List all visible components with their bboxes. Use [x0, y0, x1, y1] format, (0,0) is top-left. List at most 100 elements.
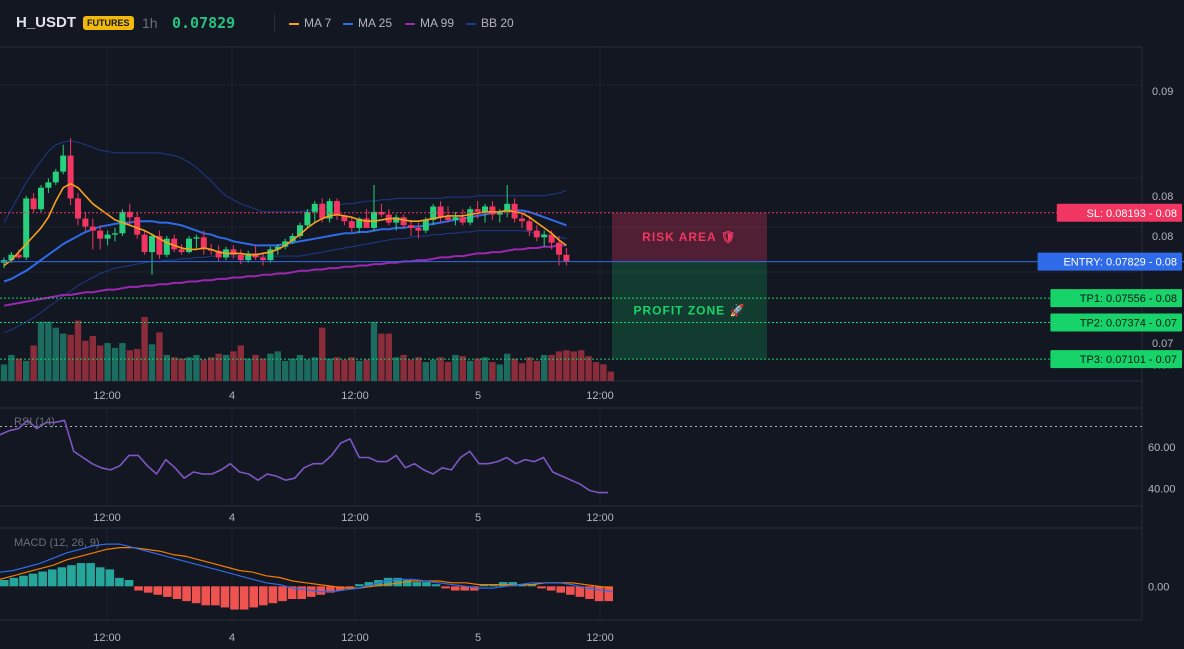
- volume-bar: [541, 354, 548, 381]
- timeframe-label[interactable]: 1h: [142, 15, 158, 31]
- macd-line: [0, 543, 613, 593]
- volume-bar: [504, 353, 511, 381]
- candle-body: [393, 217, 400, 223]
- macd-histogram-bar: [326, 586, 335, 593]
- macd-histogram-bar: [95, 567, 105, 587]
- macd-histogram-bar: [38, 571, 47, 587]
- candle-body: [267, 249, 274, 261]
- volume-bar: [252, 354, 259, 381]
- volume-bar: [533, 360, 540, 381]
- candle-body: [371, 211, 377, 228]
- legend-ma99[interactable]: MA 99: [405, 16, 454, 30]
- candle-body: [400, 217, 407, 226]
- level-tag: [1037, 252, 1182, 271]
- legend-bb20[interactable]: BB 20: [466, 16, 514, 30]
- level-tag-label: TP3: 0.07101 - 0.07: [1080, 354, 1177, 366]
- header-divider: [274, 14, 275, 32]
- macd-histogram-bar: [201, 586, 211, 606]
- macd-histogram-bar: [527, 584, 537, 587]
- macd-histogram-bar: [470, 586, 479, 591]
- macd-histogram-bar: [163, 586, 172, 597]
- candle-body: [452, 217, 459, 220]
- macd-histogram-bar: [441, 586, 450, 589]
- macd-histogram-bar: [354, 584, 364, 587]
- candle-body: [459, 217, 466, 223]
- last-price: 0.07829: [172, 14, 236, 32]
- volume-bar: [156, 332, 163, 381]
- volume-bar: [37, 321, 45, 381]
- y-tick-label: 0.08: [1152, 231, 1173, 243]
- candle-body: [356, 218, 363, 228]
- volume-bar: [52, 327, 59, 381]
- volume-bar: [474, 358, 481, 381]
- candle-body: [311, 203, 318, 212]
- candle-body: [30, 198, 37, 210]
- macd-histogram-bar: [191, 586, 201, 604]
- candle-body: [215, 250, 222, 258]
- candle-body: [60, 155, 67, 172]
- candle-body: [237, 254, 244, 261]
- volume-bar: [407, 359, 415, 381]
- candle-body: [75, 198, 81, 219]
- y-tick-label: 0.07: [1152, 338, 1173, 350]
- symbol-name[interactable]: H_USDT: [16, 14, 77, 31]
- x-tick-label: 5: [475, 390, 481, 402]
- volume-bar: [363, 359, 370, 381]
- legend-ma7-label: MA 7: [304, 16, 332, 30]
- candle-body: [112, 233, 118, 235]
- volume-bar: [393, 357, 400, 381]
- candle-body: [437, 206, 444, 218]
- macd-histogram-bar: [0, 579, 9, 587]
- macd-histogram-bar: [153, 586, 163, 595]
- bb20-swatch: [466, 22, 476, 25]
- candle-body: [8, 254, 15, 261]
- macd-histogram-bar: [383, 577, 393, 587]
- candle-body: [319, 203, 326, 219]
- macd-histogram-bar: [220, 586, 230, 608]
- volume-bar: [126, 350, 133, 381]
- risk-area-label: RISK AREA 🛡: [642, 230, 737, 244]
- candle-body: [97, 230, 104, 239]
- x-tick-label: 4: [229, 390, 235, 402]
- ma7-line: [3, 182, 567, 267]
- volume-bar: [67, 334, 74, 381]
- x-tick-label: 12:00: [93, 632, 121, 644]
- macd-histogram-bar: [316, 586, 326, 595]
- legend-ma99-label: MA 99: [420, 16, 455, 30]
- macd-histogram-bar: [604, 586, 613, 602]
- candle-body: [141, 234, 148, 253]
- candle-body: [496, 211, 503, 215]
- macd-histogram-bar: [335, 586, 345, 591]
- legend-ma25[interactable]: MA 25: [343, 16, 392, 30]
- macd-histogram-bar: [105, 569, 115, 587]
- macd-histogram-bar: [546, 586, 556, 591]
- ma25-swatch: [343, 22, 353, 25]
- volume-bar: [496, 364, 503, 381]
- x-tick-label: 5: [475, 512, 481, 524]
- volume-bar: [119, 343, 126, 381]
- x-tick-label: 4: [229, 512, 235, 524]
- rsi-y-tick: 40.00: [1148, 483, 1176, 495]
- macd-title: MACD (12, 26, 9): [14, 537, 100, 549]
- volume-bar: [97, 345, 104, 381]
- macd-histogram-bar: [412, 582, 422, 587]
- volume-bar: [82, 340, 89, 381]
- macd-histogram-bar: [297, 586, 306, 599]
- volume-bar: [518, 363, 526, 381]
- legend-ma7[interactable]: MA 7: [289, 16, 331, 30]
- candle-body: [193, 237, 200, 239]
- macd-histogram-bar: [182, 586, 191, 602]
- candle-body: [38, 187, 44, 210]
- candle-body: [334, 201, 340, 216]
- candle-body: [297, 225, 303, 236]
- volume-bar: [356, 360, 363, 381]
- volume-bar: [459, 356, 466, 381]
- macd-histogram-bar: [57, 567, 67, 587]
- ma7-swatch: [289, 22, 299, 25]
- candle-body: [171, 238, 178, 250]
- volume-bar: [489, 362, 496, 381]
- volume-bar: [222, 354, 230, 381]
- volume-bar: [444, 362, 452, 381]
- candle-body: [363, 218, 370, 228]
